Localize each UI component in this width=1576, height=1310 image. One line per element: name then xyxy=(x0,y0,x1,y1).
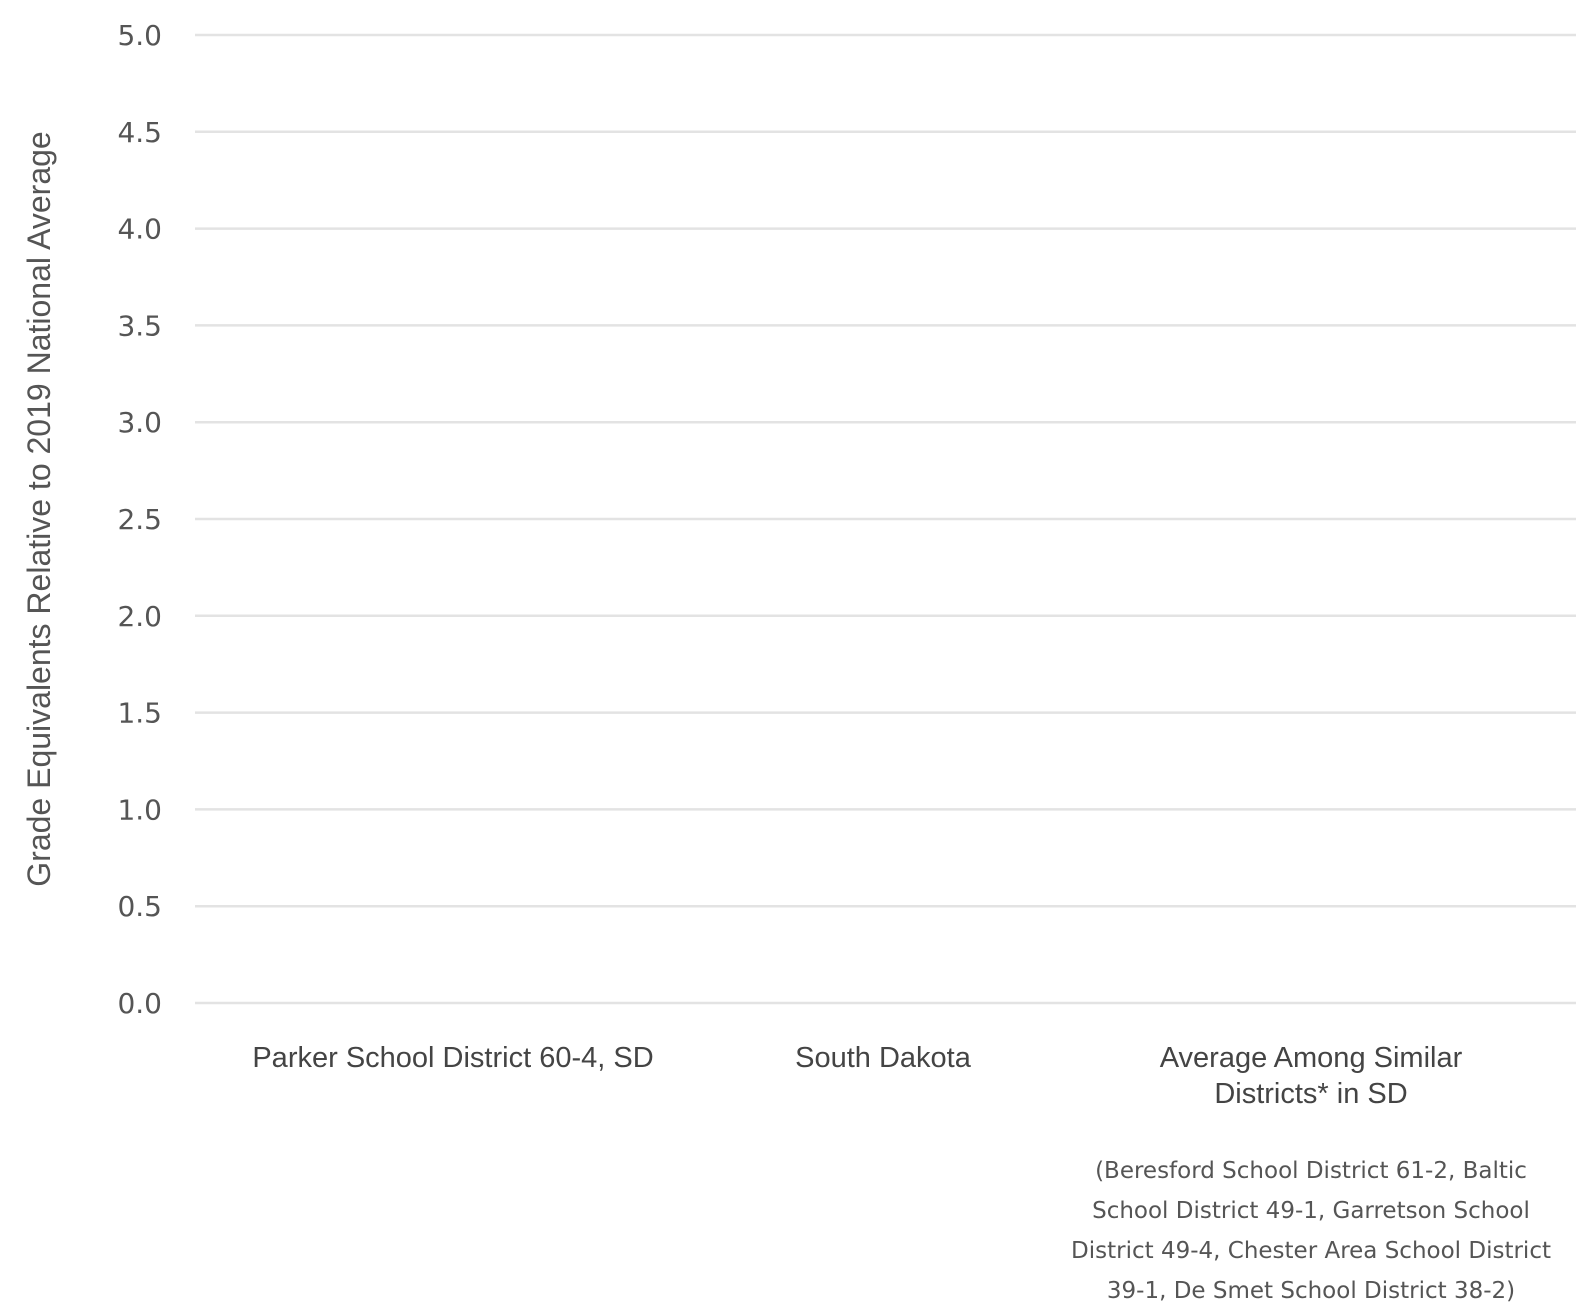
y-tick-label: 2.5 xyxy=(117,503,162,536)
category-note: District 49-4, Chester Area School Distr… xyxy=(1071,1238,1551,1264)
x-category-label: Average Among Similar xyxy=(1160,1042,1463,1074)
gridlines xyxy=(195,33,1576,1005)
y-tick-label: 2.0 xyxy=(117,600,162,633)
y-tick-label: 3.0 xyxy=(117,406,162,439)
y-tick-label: 0.0 xyxy=(117,987,162,1020)
y-axis-label: Grade Equivalents Relative to 2019 Natio… xyxy=(21,131,57,886)
category-note: School District 49-1, Garretson School xyxy=(1092,1198,1530,1224)
category-labels: Parker School District 60-4, SD South Dak… xyxy=(252,1042,1551,1304)
y-tick-label: 0.5 xyxy=(117,890,162,923)
category-note: 39-1, De Smet School District 38-2) xyxy=(1107,1278,1515,1304)
y-tick-label: 1.0 xyxy=(117,793,162,826)
y-tick-label: 4.0 xyxy=(117,213,162,246)
x-category-label: Parker School District 60-4, SD xyxy=(252,1042,653,1074)
y-tick-label: 4.5 xyxy=(117,116,162,149)
y-tick-labels: 0.0 0.5 1.0 1.5 2.0 2.5 3.0 3.5 4.0 4.5 5.0 xyxy=(117,19,162,1020)
x-category-label: South Dakota xyxy=(795,1042,972,1074)
category-note: (Beresford School District 61-2, Baltic xyxy=(1095,1158,1527,1184)
y-tick-label: 5.0 xyxy=(117,19,162,52)
x-category-label: Districts* in SD xyxy=(1214,1078,1407,1110)
y-tick-label: 3.5 xyxy=(117,309,162,342)
y-tick-label: 1.5 xyxy=(117,697,162,730)
